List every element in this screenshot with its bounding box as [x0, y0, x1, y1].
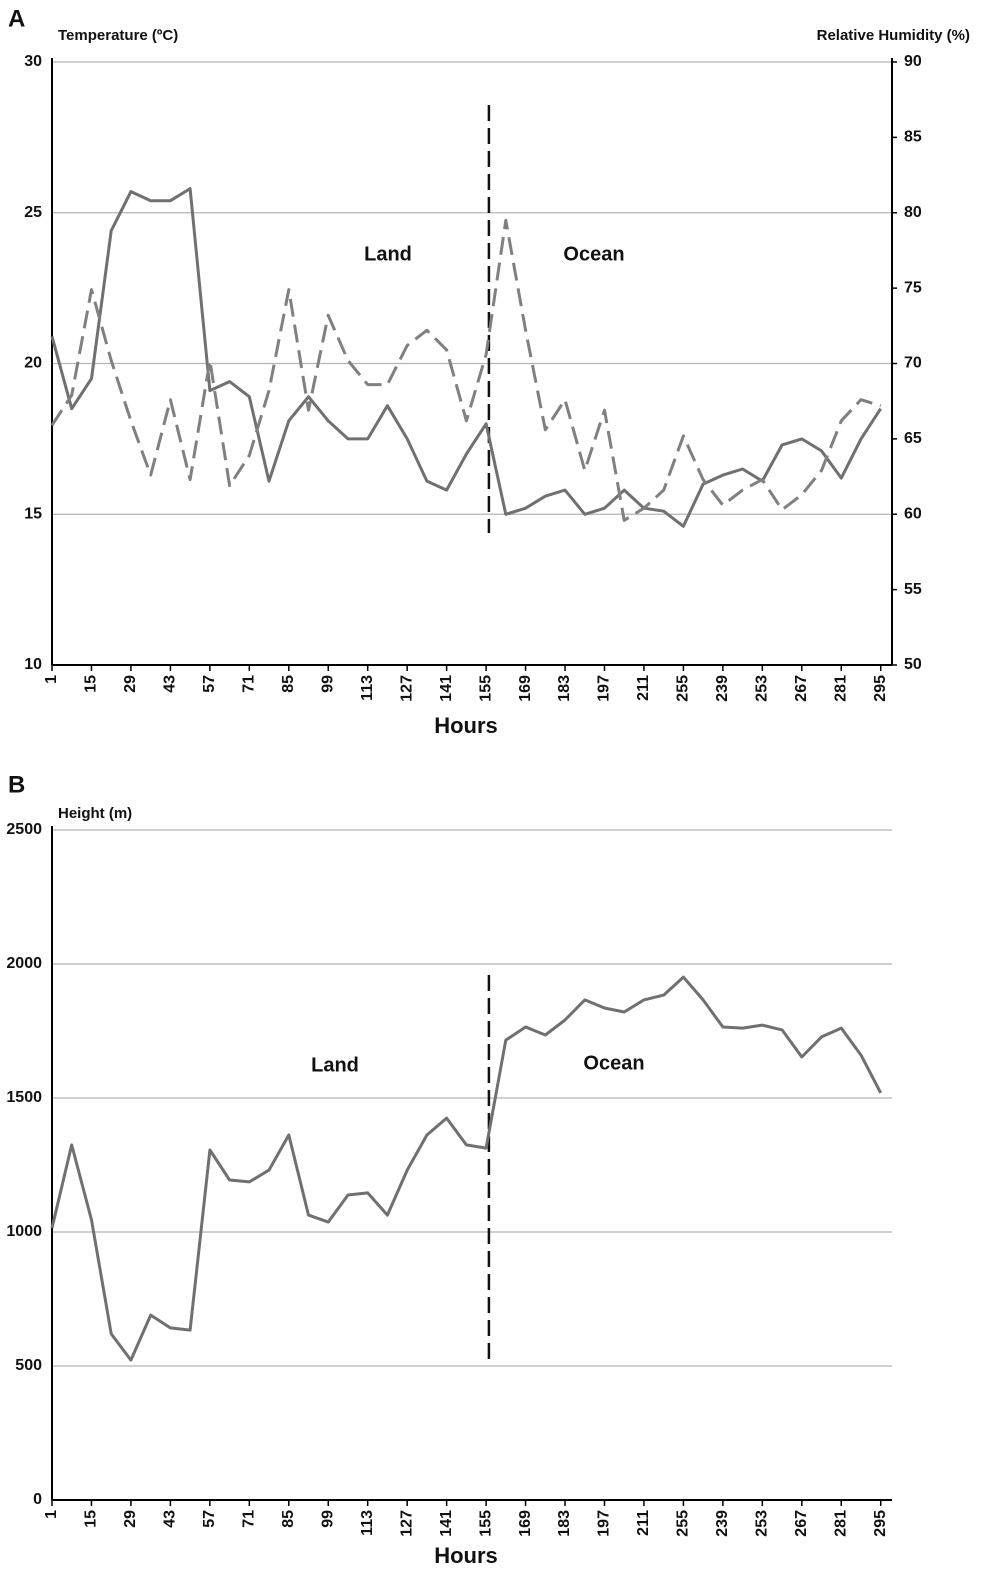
x-tick-label: 253 — [754, 675, 771, 702]
x-tick-label: 155 — [477, 675, 494, 702]
x-tick-label: 211 — [635, 1510, 652, 1536]
series-line — [50, 218, 882, 522]
y-tick-label: 30 — [24, 53, 42, 70]
x-tick-label: 85 — [280, 1510, 297, 1528]
x-tick-label: 255 — [675, 1510, 692, 1537]
x-tick-label: 211 — [635, 675, 652, 701]
y-axis-label: Height (m) — [58, 805, 132, 822]
y-tick-label: 15 — [24, 505, 42, 522]
y2-tick-label: 55 — [904, 581, 922, 598]
x-tick-label: 43 — [162, 1510, 179, 1528]
x-tick-label: 15 — [83, 1510, 100, 1528]
panel-label: B — [8, 771, 25, 798]
x-tick-label: 295 — [872, 675, 889, 702]
x-tick-label: 197 — [596, 675, 613, 702]
y-tick-label: 1000 — [6, 1223, 42, 1240]
y-tick-label: 1500 — [6, 1089, 42, 1106]
panel-label: A — [8, 5, 25, 32]
y2-tick-label: 75 — [904, 279, 922, 296]
x-tick-label: 255 — [675, 675, 692, 702]
x-tick-label: 71 — [241, 1510, 258, 1528]
annotation: Ocean — [563, 243, 624, 265]
x-tick-label: 99 — [319, 675, 336, 693]
y-tick-label: 10 — [24, 656, 42, 673]
x-tick-label: 99 — [319, 1510, 336, 1528]
x-tick-label: 71 — [241, 675, 258, 693]
y2-tick-label: 85 — [904, 129, 922, 146]
series-line — [50, 187, 882, 528]
y2-axis-label: Relative Humidity (%) — [817, 27, 970, 44]
y-tick-label: 500 — [15, 1357, 42, 1374]
x-tick-label: 127 — [398, 1510, 415, 1537]
y2-tick-label: 65 — [904, 430, 922, 447]
x-tick-label: 1 — [43, 1510, 60, 1519]
series-line — [50, 975, 883, 1362]
y2-tick-label: 60 — [904, 505, 922, 522]
annotation: Land — [311, 1054, 359, 1076]
x-tick-label: 183 — [556, 1510, 573, 1537]
x-tick-label: 1 — [43, 675, 60, 684]
x-tick-label: 57 — [201, 675, 218, 693]
x-axis-label: Hours — [434, 713, 498, 738]
x-tick-label: 29 — [122, 675, 139, 693]
x-tick-label: 57 — [201, 1510, 218, 1528]
x-tick-label: 281 — [832, 1510, 849, 1537]
x-tick-label: 169 — [517, 1510, 534, 1537]
y-tick-label: 2500 — [6, 821, 42, 838]
y-tick-label: 25 — [24, 204, 42, 221]
x-tick-label: 141 — [438, 1510, 455, 1537]
y2-tick-label: 90 — [904, 53, 922, 70]
x-axis-label: Hours — [434, 1543, 498, 1568]
x-tick-label: 29 — [122, 1510, 139, 1528]
x-tick-label: 113 — [359, 1510, 376, 1536]
x-tick-label: 239 — [714, 675, 731, 702]
x-tick-label: 295 — [872, 1510, 889, 1537]
y2-tick-label: 70 — [904, 355, 922, 372]
x-tick-label: 253 — [754, 1510, 771, 1537]
x-tick-label: 169 — [517, 675, 534, 702]
annotation: Ocean — [583, 1052, 644, 1074]
x-tick-label: 183 — [556, 675, 573, 702]
y-tick-label: 2000 — [6, 955, 42, 972]
x-tick-label: 239 — [714, 1510, 731, 1537]
x-tick-label: 15 — [83, 675, 100, 693]
y-tick-label: 20 — [24, 355, 42, 372]
y2-tick-label: 80 — [904, 204, 922, 221]
x-tick-label: 141 — [438, 675, 455, 702]
x-tick-label: 43 — [162, 675, 179, 693]
annotation: Land — [364, 243, 412, 265]
x-tick-label: 155 — [477, 1510, 494, 1537]
x-tick-label: 267 — [793, 1510, 810, 1537]
y2-tick-label: 50 — [904, 656, 922, 673]
y-tick-label: 0 — [33, 1491, 42, 1508]
x-tick-label: 113 — [359, 675, 376, 701]
x-tick-label: 267 — [793, 675, 810, 702]
x-tick-label: 197 — [596, 1510, 613, 1537]
x-tick-label: 127 — [398, 675, 415, 702]
x-tick-label: 85 — [280, 675, 297, 693]
x-tick-label: 281 — [832, 675, 849, 702]
y-axis-label: Temperature (ºC) — [58, 27, 178, 44]
